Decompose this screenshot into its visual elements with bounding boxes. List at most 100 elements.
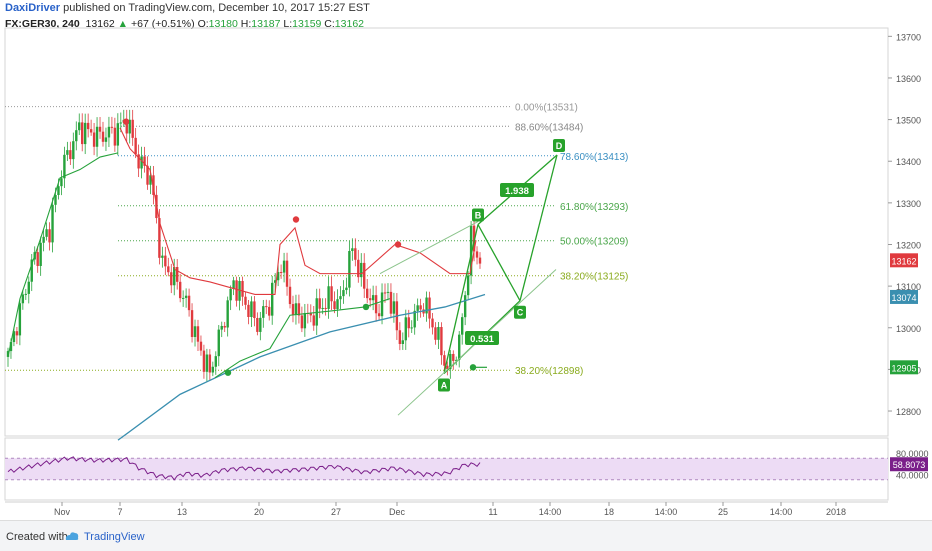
candle-body: [469, 225, 473, 276]
candle-body: [128, 119, 131, 134]
fib-label: 38.20%(13125): [560, 272, 628, 283]
x-tick-label: 27: [331, 507, 341, 517]
candle-body: [440, 326, 443, 356]
candle-body: [134, 137, 137, 155]
candle-body: [294, 303, 298, 315]
price-chart[interactable]: 0.00%(13531) 88.60%(13484) 78.60%(13413) 61…: [0, 0, 932, 520]
chart-axes: 13700 13600 13500 13400 13300 13200 13100 13000…: [54, 32, 921, 517]
footer-bar: Created with TradingView: [0, 520, 932, 551]
pattern-point-badge: [553, 138, 565, 152]
candle-body: [164, 255, 167, 267]
candle-body: [377, 313, 381, 317]
fib-label: 38.20%(12898): [515, 366, 583, 377]
candle-body: [449, 353, 452, 370]
candle-body: [247, 304, 250, 317]
candle-body: [413, 310, 416, 328]
candle-body: [187, 295, 191, 311]
candle-body: [119, 122, 123, 124]
candle-body: [101, 131, 105, 142]
candle-body: [342, 290, 345, 297]
candle-body: [321, 307, 324, 309]
x-tick-label: 11: [488, 507, 497, 517]
candle-body: [371, 295, 375, 301]
rsi-band: [5, 458, 888, 480]
low-label: L:: [283, 18, 293, 30]
candle-body: [92, 132, 96, 147]
candle-body: [466, 275, 470, 296]
candle-body: [291, 304, 295, 315]
channel-line-upper: [379, 221, 479, 275]
candle-body: [434, 327, 437, 340]
author-link[interactable]: DaxiDriver: [5, 2, 61, 14]
candle-body: [365, 288, 369, 299]
x-tick-label: 25: [718, 507, 728, 517]
chart-header: DaxiDriver published on TradingView.com,…: [5, 2, 370, 14]
candle-body: [276, 272, 280, 281]
candle-body: [339, 296, 342, 300]
high-label: H:: [240, 18, 252, 30]
pattern-point-label: D: [556, 141, 563, 151]
candle-body: [253, 301, 256, 319]
candle-body: [354, 248, 357, 260]
pattern-leg-cd: [519, 154, 558, 301]
candle-body: [475, 251, 479, 258]
candle-body: [15, 331, 19, 336]
y-tick-label: 13500: [896, 116, 921, 126]
fib-label: 61.80%(13293): [560, 202, 628, 213]
tradingview-brand[interactable]: TradingView: [84, 531, 145, 543]
candle-body: [12, 331, 16, 343]
stop-dot: [362, 303, 370, 311]
candle-body: [72, 141, 75, 160]
pattern-point-b: B: [472, 208, 484, 222]
y-tick-label: 13600: [896, 74, 921, 84]
candle-body: [235, 280, 238, 301]
pattern-point-label: C: [517, 308, 524, 318]
candle-body: [149, 175, 152, 185]
candle-body: [83, 122, 87, 145]
candle-body: [45, 229, 48, 237]
candle-body: [27, 281, 30, 294]
low-value: 13159: [292, 18, 322, 30]
candle-body: [262, 306, 265, 318]
candle-body: [42, 236, 45, 243]
candle-body: [205, 354, 209, 372]
candle-body: [184, 295, 188, 298]
candle-body: [428, 297, 431, 319]
candle-body: [460, 317, 464, 335]
y-tick-label: 13100: [896, 282, 921, 292]
x-tick-label: 14:00: [770, 507, 793, 517]
trend-stop-green: [7, 152, 119, 358]
fib-retracement: 0.00%(13531) 88.60%(13484) 78.60%(13413) 61…: [5, 103, 628, 377]
close-label: C:: [324, 18, 335, 30]
candle-body: [63, 154, 66, 179]
candle-body: [30, 259, 33, 282]
pattern-leg-ab: [443, 224, 479, 374]
fib-label: 88.60%(13484): [515, 122, 583, 133]
candle-body: [193, 326, 197, 337]
candle-body: [152, 175, 155, 195]
candle-body: [256, 318, 259, 332]
price-label-box: [890, 289, 918, 304]
candle-body: [75, 130, 78, 142]
candle-body: [131, 119, 134, 138]
candle-body: [208, 354, 212, 373]
price-series: [6, 109, 487, 441]
candle-body: [250, 301, 253, 317]
stop-dot: [224, 369, 232, 376]
candle-body: [60, 178, 63, 187]
moving-average-line: [117, 293, 486, 441]
y-tick-label: 13200: [896, 240, 921, 250]
fib-label: 78.60%(13413): [560, 152, 628, 163]
candle-body: [300, 315, 304, 329]
candle-body: [143, 156, 146, 166]
pattern-ratio-text: 1.938: [505, 186, 529, 197]
pattern-point-badge: [438, 378, 450, 392]
pattern-point-a: A: [438, 378, 450, 392]
candle-body: [36, 252, 39, 266]
candle-body: [232, 280, 235, 289]
candle-body: [81, 122, 84, 145]
candle-body: [140, 156, 143, 169]
candle-body: [288, 286, 292, 305]
candle-body: [455, 359, 458, 361]
